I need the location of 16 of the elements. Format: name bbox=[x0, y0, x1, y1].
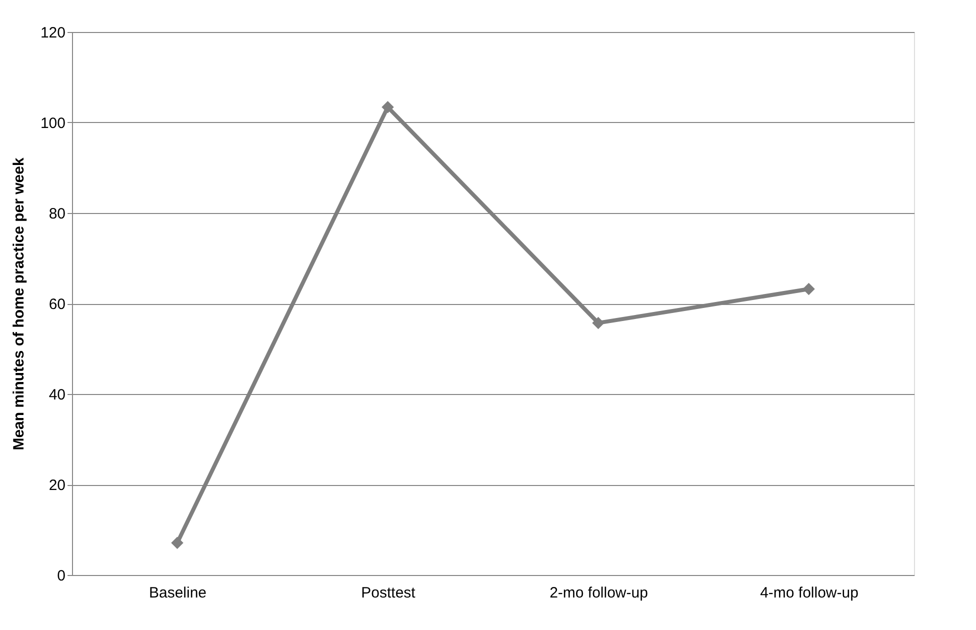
y-tick-label: 40 bbox=[48, 386, 66, 404]
x-tick-label: Posttest bbox=[361, 584, 416, 602]
point bbox=[802, 282, 815, 296]
x-tick-label: 2-mo follow-up bbox=[550, 584, 648, 602]
y-tick-label: 60 bbox=[48, 296, 66, 313]
y-tick-label: 0 bbox=[57, 568, 66, 584]
y-tick-label: 100 bbox=[40, 115, 66, 132]
y-axis-title: Mean minutes of home practice per week bbox=[10, 157, 28, 450]
x-tick-label: Baseline bbox=[148, 584, 207, 602]
point bbox=[171, 536, 184, 549]
y-tick-label: 80 bbox=[48, 206, 66, 222]
y-tick-label: 120 bbox=[40, 24, 66, 42]
x-tick-label: 4-mo follow-up bbox=[760, 584, 858, 602]
point bbox=[592, 316, 604, 330]
y-tick-label: 20 bbox=[48, 477, 66, 494]
point bbox=[382, 100, 394, 114]
